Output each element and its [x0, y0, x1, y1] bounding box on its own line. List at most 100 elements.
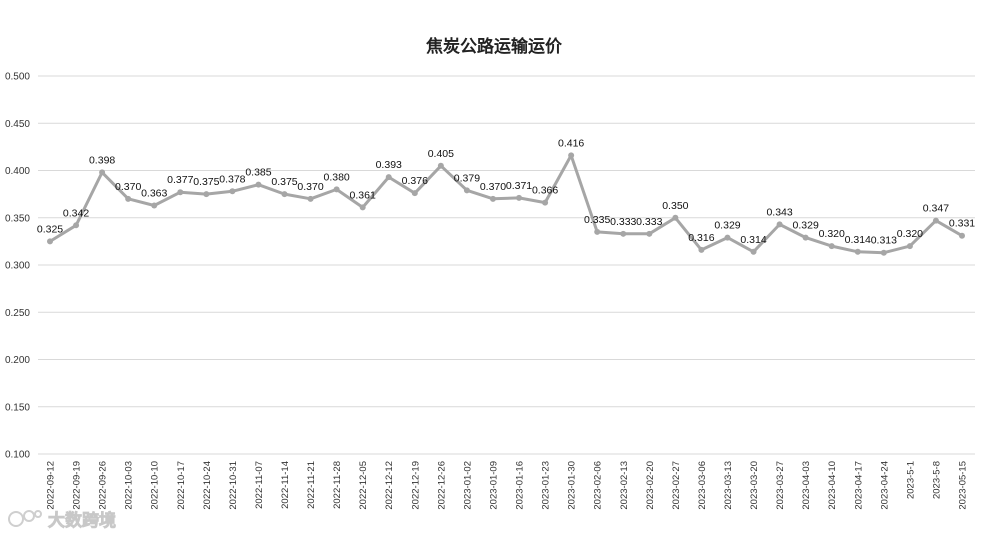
- data-point: [594, 228, 601, 235]
- x-tick-label: 2023-03-27: [775, 461, 786, 510]
- y-tick-label: 0.200: [5, 355, 30, 366]
- data-label: 0.335: [584, 214, 610, 226]
- data-label: 0.320: [897, 228, 923, 240]
- x-tick-label: 2022-12-05: [358, 461, 369, 510]
- data-point: [437, 162, 444, 169]
- x-tick-label: 2022-09-26: [98, 461, 109, 510]
- x-tick-label: 2022-11-28: [332, 461, 343, 509]
- data-point: [359, 204, 366, 211]
- y-tick-label: 0.100: [5, 450, 30, 461]
- data-point: [177, 189, 184, 196]
- x-tick-label: 2023-01-02: [462, 461, 473, 510]
- data-label: 0.347: [923, 203, 949, 215]
- data-label: 0.370: [297, 181, 323, 193]
- x-tick-label: 2022-12-12: [384, 461, 395, 510]
- data-label: 0.366: [532, 185, 558, 197]
- data-point: [932, 217, 939, 224]
- x-tick-label: 2023-04-03: [801, 461, 812, 510]
- watermark-logo-icon: [8, 510, 42, 527]
- x-tick-label: 2022-11-14: [280, 461, 291, 509]
- y-tick-label: 0.400: [5, 166, 30, 177]
- y-tick-label: 0.150: [5, 402, 30, 413]
- data-point: [255, 181, 262, 188]
- watermark-text: 大数跨境: [48, 510, 116, 531]
- x-tick-label: 2023-04-17: [853, 461, 864, 510]
- x-tick-label: 2022-10-31: [228, 461, 239, 510]
- y-tick-label: 0.500: [5, 72, 30, 83]
- x-tick-label: 2023-02-27: [671, 461, 682, 510]
- x-tick-label: 2023-5-8: [931, 461, 942, 499]
- series-layer: [47, 152, 965, 256]
- data-label: 0.376: [402, 175, 428, 187]
- x-tick-label: 2023-03-13: [723, 461, 734, 510]
- x-tick-label: 2023-02-13: [619, 461, 630, 510]
- data-label: 0.370: [480, 181, 506, 193]
- data-point: [776, 221, 783, 228]
- data-point: [385, 174, 392, 181]
- x-tick-label: 2023-01-23: [541, 461, 552, 510]
- data-label: 0.385: [245, 167, 271, 179]
- data-label: 0.375: [193, 176, 219, 188]
- data-point: [828, 243, 835, 250]
- data-point: [489, 195, 496, 202]
- x-tick-label: 2023-04-24: [879, 461, 890, 510]
- x-tick-label: 2022-12-26: [436, 461, 447, 510]
- data-point: [516, 194, 523, 201]
- chart-title: 焦炭公路运输运价: [425, 36, 563, 57]
- data-label: 0.329: [793, 220, 819, 232]
- data-label: 0.316: [688, 232, 714, 244]
- data-point: [229, 188, 236, 195]
- data-label: 0.333: [636, 216, 662, 228]
- x-tick-label: 2022-09-19: [72, 461, 83, 510]
- x-axis-ticks: 2022-09-12 2022-09-19 2022-09-26 2022-10-03…: [46, 461, 969, 510]
- data-label: 0.343: [766, 206, 792, 218]
- x-tick-label: 2023-05-15: [958, 461, 969, 510]
- series-line: [49, 153, 963, 255]
- data-label: 0.416: [558, 137, 584, 149]
- data-label: 0.320: [819, 228, 845, 240]
- data-label: 0.313: [871, 235, 897, 247]
- data-point: [724, 234, 731, 241]
- gridlines: [38, 75, 975, 455]
- x-tick-label: 2023-04-10: [827, 461, 838, 510]
- data-label: 0.361: [350, 189, 376, 201]
- x-tick-label: 2023-5-1: [905, 461, 916, 499]
- data-point: [203, 191, 210, 198]
- x-tick-label: 2023-01-16: [515, 461, 526, 510]
- x-tick-label: 2022-12-19: [410, 461, 421, 510]
- data-point: [959, 232, 965, 239]
- data-label: 0.380: [323, 171, 349, 183]
- data-point: [281, 191, 288, 198]
- data-point: [568, 152, 575, 159]
- data-label: 0.379: [454, 172, 480, 184]
- data-point: [151, 202, 158, 209]
- data-label: 0.329: [714, 220, 740, 232]
- data-point: [99, 169, 106, 176]
- data-label: 0.331: [949, 218, 975, 230]
- data-point: [73, 222, 80, 229]
- data-label: 0.363: [141, 187, 167, 199]
- y-tick-label: 0.450: [5, 119, 30, 130]
- data-point: [750, 248, 757, 255]
- data-point: [854, 248, 861, 255]
- data-point: [880, 249, 887, 256]
- data-point: [411, 190, 418, 197]
- data-label: 0.314: [845, 234, 871, 246]
- x-tick-label: 2022-10-17: [176, 461, 187, 510]
- data-point: [620, 230, 627, 237]
- data-point: [125, 195, 132, 202]
- x-tick-label: 2022-10-03: [124, 461, 135, 510]
- data-label: 0.377: [167, 174, 193, 186]
- data-point: [698, 246, 705, 253]
- x-tick-label: 2022-10-24: [202, 461, 213, 510]
- data-label: 0.398: [89, 154, 115, 166]
- data-label: 0.371: [506, 180, 532, 192]
- data-point: [463, 187, 470, 194]
- data-point: [906, 243, 913, 250]
- x-tick-label: 2022-09-12: [46, 461, 57, 510]
- data-point: [646, 230, 653, 237]
- data-label: 0.405: [428, 148, 454, 160]
- data-point: [802, 234, 809, 241]
